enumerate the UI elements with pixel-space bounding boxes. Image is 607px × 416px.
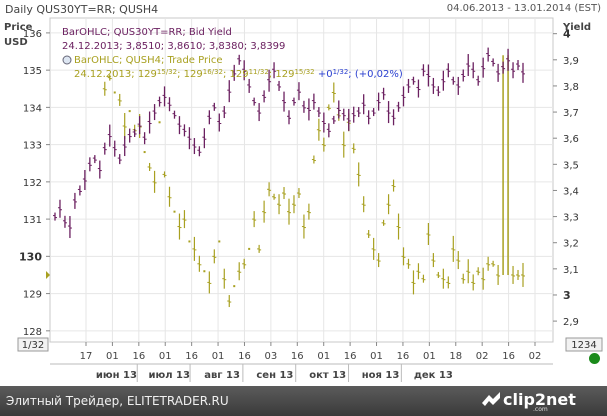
x-tick-label: 01 <box>212 351 225 362</box>
left-tick-label: 132 <box>23 178 42 189</box>
plot-area <box>49 17 554 343</box>
x-tick-label: 01 <box>159 351 172 362</box>
left-axis-label-bottom: USD <box>4 37 28 48</box>
right-scale-label: 1234 <box>571 340 596 351</box>
month-label: июл 13 <box>149 370 190 381</box>
trade-price-point <box>233 285 236 288</box>
left-tick-label: 129 <box>23 290 42 301</box>
trade-price-point <box>113 91 116 94</box>
date-range: 04.06.2013 - 13.01.2014 (EST) <box>446 3 601 14</box>
x-tick-label: 02 <box>476 351 489 362</box>
x-tick-label: 16 <box>397 351 410 362</box>
right-tick-label: 3,2 <box>563 239 579 250</box>
clip2net-logo-icon <box>482 392 500 406</box>
month-label: окт 13 <box>309 370 346 381</box>
left-tick-label: 134 <box>23 103 42 114</box>
x-tick-label: 01 <box>106 351 119 362</box>
legend-bid-yield-detail: 24.12.2013; 3,8510; 3,8610; 3,8380; 3,83… <box>62 41 285 52</box>
month-label: дек 13 <box>414 370 453 381</box>
logo-text: clip2net <box>503 390 576 409</box>
legend-trade-price-name: BarOHLC; QUSH4; Trade Price <box>74 55 223 66</box>
x-tick-label: 01 <box>423 351 436 362</box>
trade-price-point <box>158 121 161 124</box>
x-tick-label: 16 <box>344 351 357 362</box>
legend-toggle-icon <box>62 55 72 65</box>
right-tick-label: 3,8 <box>563 82 579 93</box>
x-tick-label: 16 <box>502 351 515 362</box>
left-tick-label: 131 <box>23 215 42 226</box>
legend-bid-yield-name: BarOHLC; QUS30YT=RR; Bid Yield <box>62 27 232 38</box>
legend-trade-price-detail: 24.12.2013; 12915/32; 12916/32; 12911/32… <box>74 68 403 80</box>
chart-legend: BarOHLC; QUS30YT=RR; Bid Yield 24.12.2013… <box>62 27 403 80</box>
x-tick-label: 18 <box>449 351 462 362</box>
right-tick-label: 3,6 <box>563 134 579 145</box>
trade-price-point <box>128 110 131 113</box>
x-tick-label: 01 <box>370 351 383 362</box>
right-tick-label: 4 <box>563 28 571 41</box>
month-label: авг 13 <box>204 370 240 381</box>
right-tick-label: 3,4 <box>563 186 579 197</box>
chart-title: Daily QUS30YT=RR; QUSH4 <box>5 3 159 16</box>
right-tick-label: 3,1 <box>563 265 579 276</box>
month-label: июн 13 <box>96 370 137 381</box>
last-price-marker <box>46 270 50 279</box>
left-tick-label: 135 <box>23 66 42 77</box>
left-scale-box <box>17 337 49 352</box>
status-indicator-icon <box>589 353 600 364</box>
x-tick-label: 01 <box>317 351 330 362</box>
footer-bar: Элитный Трейдер, ELITETRADER.RU clip2net… <box>0 386 607 416</box>
trade-price-point <box>218 240 221 243</box>
trade-price-point <box>248 247 251 250</box>
right-axis-label: Yield <box>562 22 591 33</box>
left-tick-label: 133 <box>23 141 42 152</box>
x-tick-label: 03 <box>265 351 278 362</box>
x-tick-label: 16 <box>238 351 251 362</box>
logo-url: .com <box>533 406 548 413</box>
trade-price-point <box>203 270 206 273</box>
left-tick-label: 136 <box>23 29 42 40</box>
month-label: ноя 13 <box>362 370 400 381</box>
right-tick-label: 3 <box>563 289 571 302</box>
left-axis-label-top: Price <box>4 22 33 33</box>
right-tick-label: 3,9 <box>563 56 579 67</box>
right-scale-box <box>565 337 603 352</box>
left-tick-label: 128 <box>23 327 42 338</box>
trade-price-point <box>173 210 176 213</box>
x-tick-label: 16 <box>185 351 198 362</box>
price-yield-chart[interactable]: 17 01 16 01 16 01 16 03 16 01 16 01 16 01 18 02 16 02 июн … <box>0 0 607 386</box>
left-scale-label: 1/32 <box>22 340 44 351</box>
right-tick-label: 3,3 <box>563 213 579 224</box>
trade-price-point <box>143 151 146 154</box>
right-tick-label: 3,5 <box>563 160 579 171</box>
x-tick-label: 02 <box>529 351 542 362</box>
right-tick-label: 3,7 <box>563 108 579 119</box>
left-tick-label: 130 <box>19 250 42 263</box>
x-tick-label: 16 <box>132 351 145 362</box>
trade-price-point <box>188 240 191 243</box>
x-tick-label: 17 <box>80 351 93 362</box>
right-tick-label: 2,9 <box>563 317 579 328</box>
month-label: сен 13 <box>256 370 293 381</box>
footer-credit: Элитный Трейдер, ELITETRADER.RU <box>6 394 229 408</box>
chart-header: Daily QUS30YT=RR; QUSH4 04.06.2013 - 13.… <box>0 0 607 18</box>
x-tick-label: 16 <box>291 351 304 362</box>
